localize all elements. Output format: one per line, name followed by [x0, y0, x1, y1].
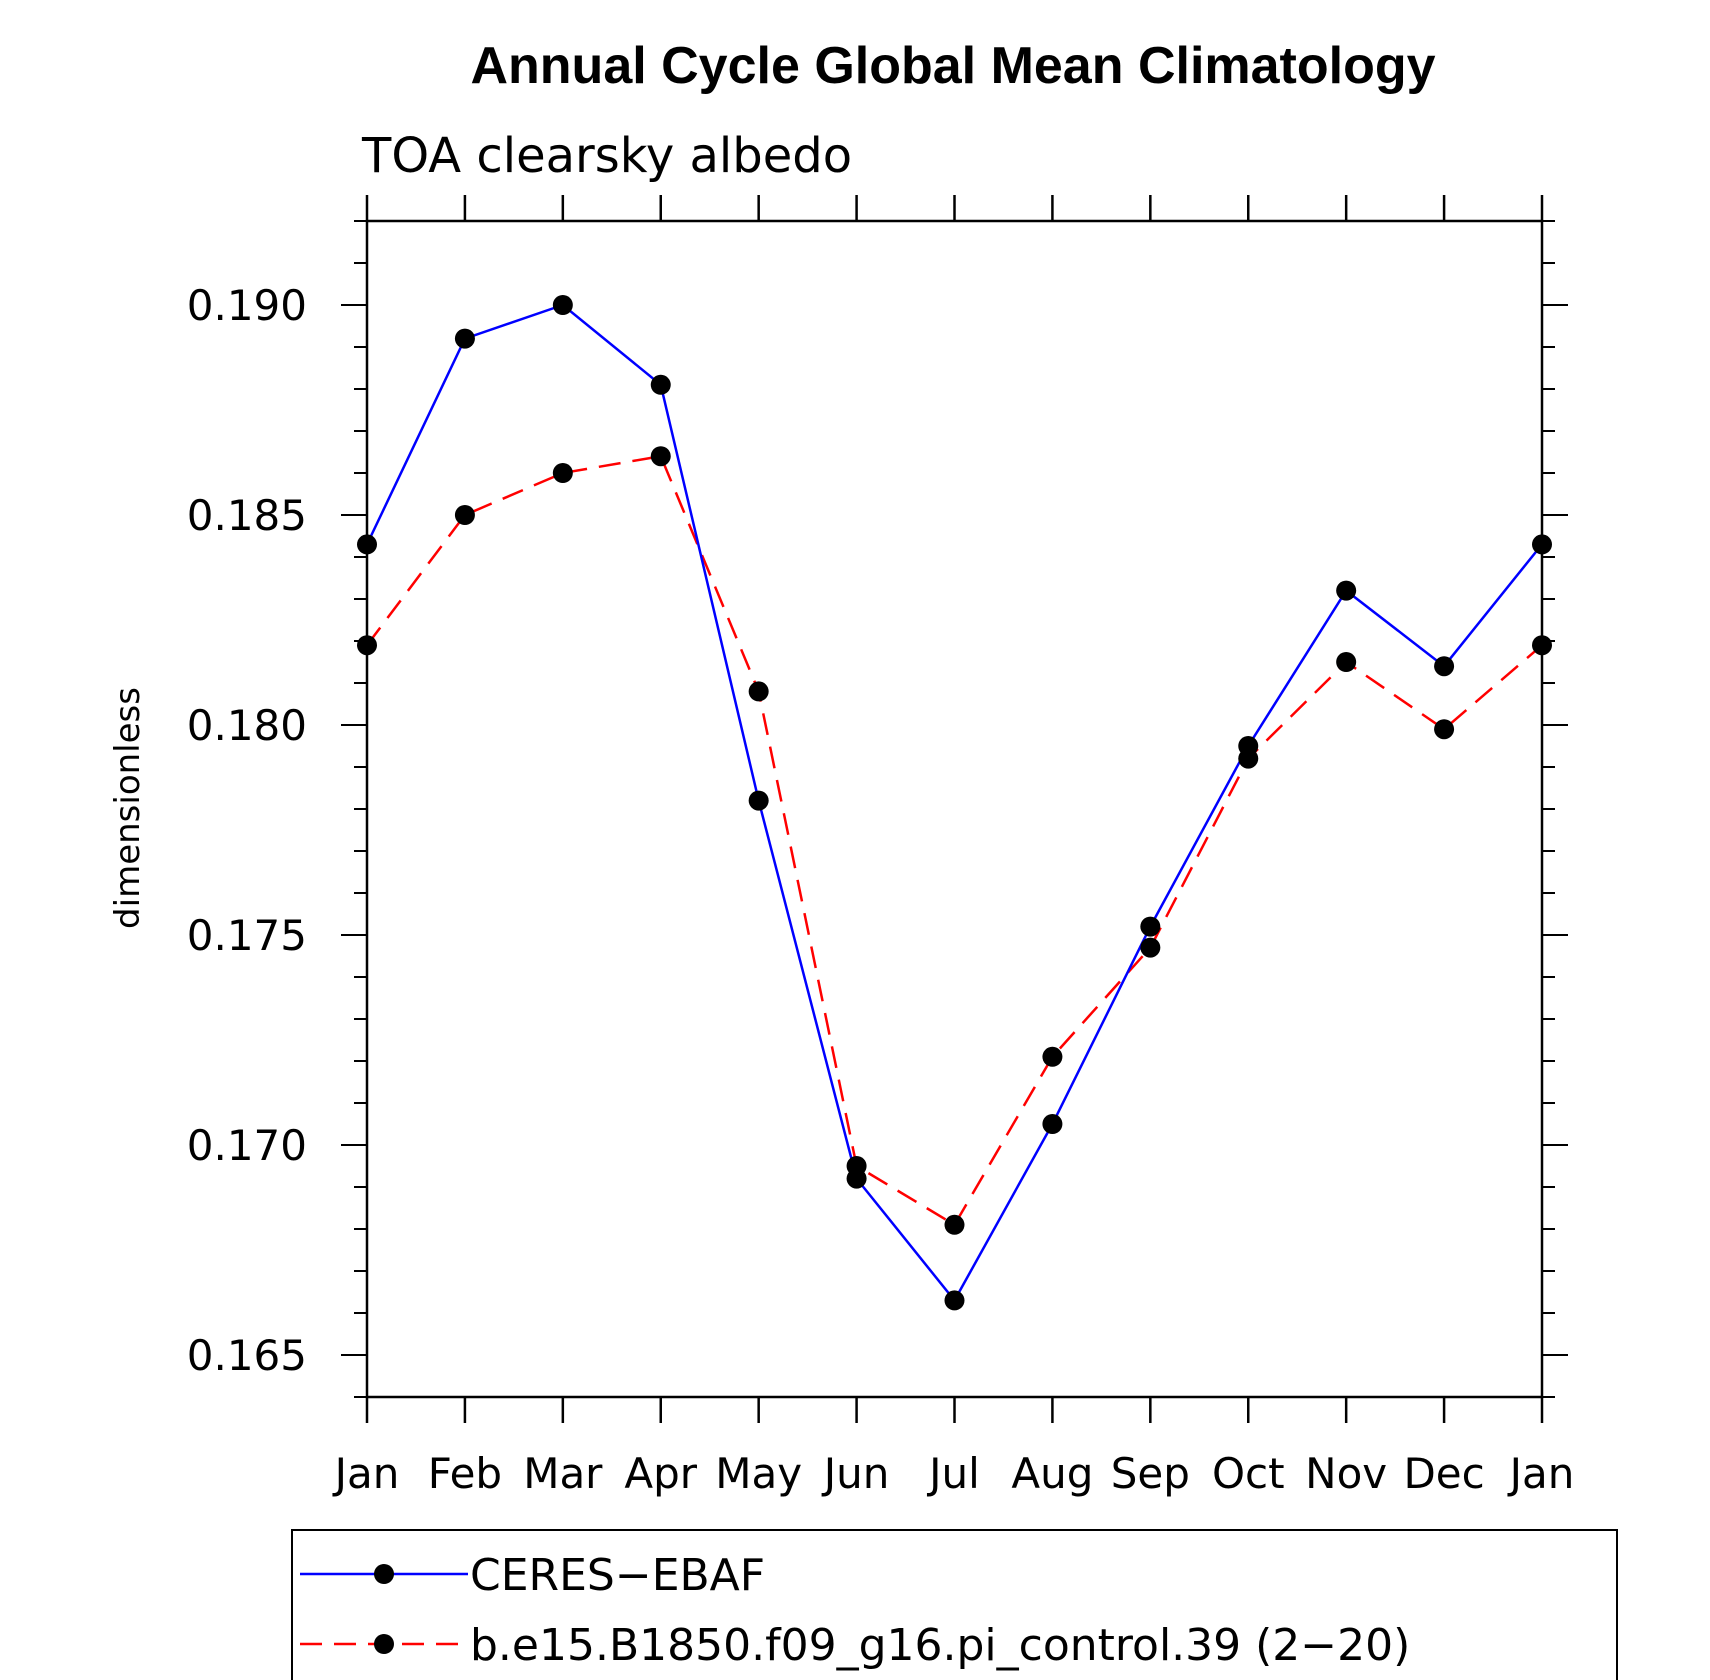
- x-tick-label: Dec: [1403, 1449, 1484, 1498]
- chart-subtitle: TOA clearsky albedo: [361, 128, 852, 184]
- y-tick-label: 0.180: [187, 701, 307, 750]
- data-point: [944, 1214, 965, 1235]
- data-point: [1042, 1114, 1063, 1134]
- data-point: [454, 505, 475, 525]
- x-tick-label: May: [715, 1449, 802, 1498]
- x-tick-label: Jul: [926, 1449, 980, 1498]
- x-tick-label: Nov: [1305, 1449, 1387, 1498]
- x-tick-label: Mar: [523, 1449, 603, 1498]
- data-point: [1042, 1046, 1063, 1067]
- data-point: [552, 295, 573, 315]
- series-layer: [357, 295, 1552, 1311]
- legend-marker: [374, 1564, 394, 1584]
- series-line: [365, 303, 1543, 1303]
- series-line: [366, 454, 1543, 1227]
- y-tick-label: 0.165: [187, 1331, 307, 1380]
- y-tick-label: 0.185: [187, 491, 307, 540]
- data-point: [1140, 916, 1161, 937]
- data-point: [944, 1290, 965, 1311]
- plot-frame: [365, 219, 1544, 1399]
- axis-tick-labels: Jan Feb Mar Apr May Jun Jul Aug Sep Oct Nov Dec Jan 0…: [187, 281, 1575, 1498]
- data-point: [650, 446, 671, 467]
- data-point: [650, 374, 671, 395]
- chart-title: Annual Cycle Global Mean Climatology: [470, 37, 1435, 95]
- legend-box: [291, 1529, 1618, 1680]
- axis-ticks: [341, 195, 1568, 1423]
- y-tick-label: 0.175: [187, 911, 307, 960]
- legend-items: CERES−EBAF b.e15.B1850.f09_g16.pi_control…: [300, 1550, 1410, 1671]
- data-point: [1140, 937, 1161, 958]
- legend: CERES−EBAF b.e15.B1850.f09_g16.pi_control…: [291, 1529, 1618, 1680]
- x-tick-label: Aug: [1011, 1449, 1093, 1498]
- y-tick-label: 0.190: [187, 281, 307, 330]
- x-tick-label: Oct: [1212, 1449, 1285, 1498]
- y-tick-label: 0.170: [187, 1121, 307, 1170]
- x-tick-label: Jan: [1507, 1449, 1575, 1498]
- x-tick-label: Feb: [428, 1449, 502, 1498]
- legend-label: CERES−EBAF: [470, 1550, 765, 1601]
- data-point: [1336, 652, 1357, 672]
- x-tick-label: Jan: [332, 1449, 400, 1498]
- legend-marker: [374, 1634, 394, 1654]
- data-point: [1434, 719, 1455, 740]
- x-tick-label: Jun: [821, 1449, 890, 1498]
- data-point: [1336, 580, 1357, 601]
- data-point: [748, 681, 769, 702]
- x-tick-label: Apr: [624, 1449, 697, 1498]
- data-point: [1238, 736, 1259, 756]
- y-axis-label: dimensionless: [108, 687, 148, 929]
- x-tick-label: Sep: [1111, 1449, 1190, 1498]
- data-point: [454, 328, 475, 349]
- data-point: [1434, 656, 1455, 677]
- data-point: [748, 790, 769, 811]
- data-point: [552, 463, 573, 483]
- data-point: [846, 1168, 867, 1189]
- legend-label: b.e15.B1850.f09_g16.pi_control.39 (2−20): [470, 1620, 1410, 1671]
